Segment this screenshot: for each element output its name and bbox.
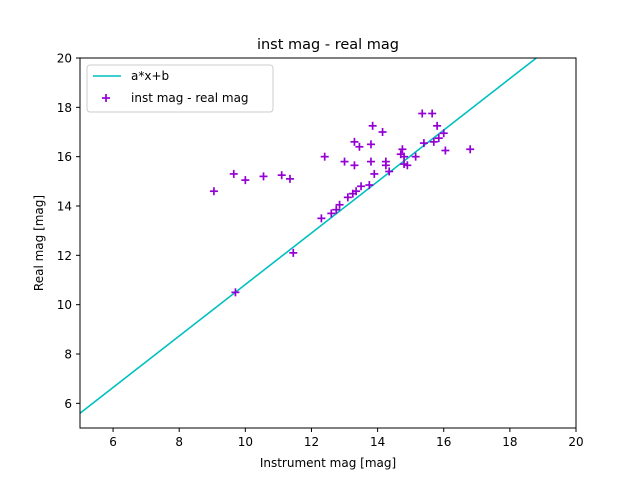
y-tick-label: 6 — [64, 397, 72, 411]
legend-frame — [86, 64, 274, 113]
scatter-point — [350, 137, 359, 146]
y-tick-label: 20 — [57, 52, 72, 66]
scatter-point — [357, 182, 366, 191]
scatter-point — [355, 142, 364, 151]
scatter-point — [285, 174, 294, 183]
scatter-point — [320, 152, 329, 161]
y-tick-label: 8 — [64, 348, 72, 362]
legend-label-scatter: inst mag - real mag — [131, 91, 249, 105]
scatter-point — [441, 146, 450, 155]
scatter-point — [365, 181, 374, 190]
scatter-point — [241, 176, 250, 185]
x-axis-ticks: 6 8 10 12 14 16 18 20 — [109, 428, 584, 449]
scatter-point — [352, 187, 361, 196]
chart-title: inst mag - real mag — [257, 37, 399, 53]
y-tick-label: 12 — [57, 249, 72, 263]
x-tick-label: 16 — [436, 435, 451, 449]
scatter-point — [350, 161, 359, 170]
scatter-point — [403, 161, 412, 170]
scatter-point — [433, 121, 442, 130]
scatter-point — [366, 157, 375, 166]
y-axis-ticks: 6 8 10 12 14 16 18 20 — [57, 52, 80, 411]
scatter-point — [231, 288, 240, 297]
scatter-point — [466, 145, 475, 154]
scatter-point — [385, 167, 394, 176]
x-tick-label: 20 — [568, 435, 583, 449]
scatter-point — [370, 169, 379, 178]
scatter-point — [327, 209, 336, 218]
x-tick-label: 18 — [502, 435, 517, 449]
fit-line — [79, 57, 537, 414]
y-tick-label: 14 — [57, 200, 72, 214]
legend-label-fit-line: a*x+b — [131, 69, 169, 83]
scatter-point — [229, 169, 238, 178]
scatter-point — [434, 134, 443, 143]
marker-layer — [209, 109, 475, 297]
scatter-point — [332, 205, 341, 214]
scatter-point — [277, 171, 286, 180]
scatter-point — [378, 128, 387, 136]
fit-line-layer — [79, 57, 537, 414]
scatter-point — [381, 161, 390, 170]
plot-frame — [79, 57, 577, 429]
scatter-point — [419, 139, 428, 148]
legend-marker-swatch — [102, 94, 110, 102]
scatter-point — [400, 152, 409, 161]
y-axis-label: Real mag [mag] — [32, 195, 46, 291]
x-tick-label: 6 — [109, 435, 117, 449]
scatter-point — [289, 248, 298, 257]
scatter-point — [343, 193, 352, 202]
x-tick-label: 12 — [304, 435, 319, 449]
scatter-point — [335, 200, 344, 209]
scatter-point — [340, 157, 349, 166]
plot-area — [80, 58, 576, 428]
scatter-point — [418, 109, 427, 118]
legend: a*x+b inst mag - real mag — [86, 64, 274, 113]
scatter-point — [398, 145, 407, 154]
scatter-point — [439, 129, 448, 138]
scatter-point — [429, 137, 438, 146]
scatter-point — [368, 121, 377, 130]
scatter-point — [428, 109, 437, 118]
x-tick-label: 14 — [370, 435, 385, 449]
y-tick-label: 18 — [57, 101, 72, 115]
x-tick-label: 10 — [238, 435, 253, 449]
scatter-point — [411, 152, 420, 161]
x-tick-label: 8 — [175, 435, 183, 449]
y-tick-label: 10 — [57, 298, 72, 312]
scatter-point — [366, 140, 375, 149]
scatter-point — [259, 172, 268, 181]
scatter-point — [209, 187, 218, 196]
y-tick-label: 16 — [57, 150, 72, 164]
x-axis-label: Instrument mag [mag] — [260, 456, 396, 470]
scatter-point — [317, 214, 326, 223]
